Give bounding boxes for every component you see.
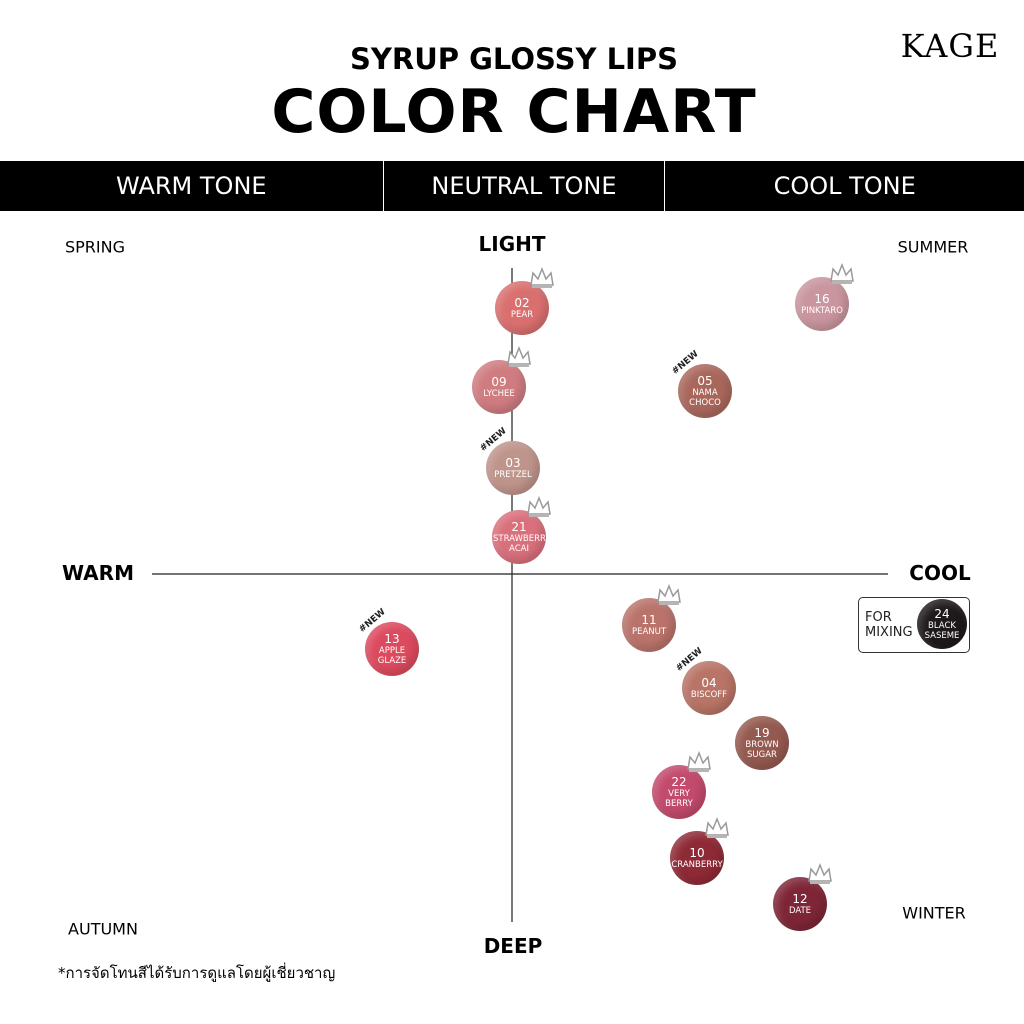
shade-name: DATE	[788, 905, 812, 916]
axis-label: LIGHT	[478, 232, 546, 256]
shade-name: STRAWBERRY ACAI	[493, 533, 551, 554]
crown	[704, 816, 730, 843]
shade-name: LYCHEE	[483, 388, 515, 399]
crown	[807, 862, 833, 889]
crown-icon	[687, 750, 711, 772]
shade-number: 02	[514, 295, 530, 310]
season: SPRING	[64, 237, 126, 257]
title: COLOR CHART	[271, 77, 757, 147]
crown-icon	[808, 862, 832, 884]
shade-name: BISCOFF	[690, 689, 728, 700]
season: WINTER	[902, 903, 966, 923]
crown-icon	[507, 345, 531, 367]
shade-number: 16	[814, 291, 830, 306]
shade-bubble: 24 BLACK SASEME	[917, 599, 967, 649]
shade-bubble: 05 NAMA CHOCO #NEW	[670, 349, 732, 418]
shade-name: CRANBERRY	[671, 859, 723, 870]
shade-bubble: 16 PINKTARO	[795, 262, 854, 331]
crown	[526, 495, 552, 522]
shade-number: 10	[689, 845, 705, 860]
shade-bubble: 04 BISCOFF #NEW	[674, 646, 736, 715]
shade-name: PINKTARO	[801, 305, 843, 316]
tone: COOL TONE	[773, 172, 916, 200]
axis-label: DEEP	[483, 934, 543, 958]
shade-bubble: 10 CRANBERRY	[670, 816, 729, 885]
shade-name: VERY BERRY	[665, 788, 693, 809]
shade-name: PRETZEL	[494, 469, 532, 480]
shade-number: 11	[641, 612, 657, 627]
shade-bubble: 13 APPLE GLAZE #NEW	[357, 607, 419, 676]
shade-number: 12	[792, 891, 808, 906]
shade-bubble: 21 STRAWBERRY ACAI	[492, 495, 551, 564]
shade-number: 13	[384, 631, 400, 646]
shade-number: 21	[511, 519, 527, 534]
crown	[506, 345, 532, 372]
crown-icon	[657, 583, 681, 605]
shade-bubble: 02 PEAR	[495, 266, 554, 335]
mixing-label: FOR MIXING	[865, 610, 913, 640]
crown	[829, 262, 855, 289]
shade-bubble: 12 DATE	[773, 862, 832, 931]
axis-label: WARM	[62, 561, 134, 585]
shade-name: NAMA CHOCO	[689, 387, 721, 408]
shade-name: BLACK SASEME	[924, 620, 960, 641]
subtitle: SYRUP GLOSSY LIPS	[350, 42, 678, 76]
brand: KAGE	[900, 27, 1000, 65]
shade-bubble: 03 PRETZEL #NEW	[478, 426, 540, 495]
shade-number: 22	[671, 774, 687, 789]
crown-icon	[530, 266, 554, 288]
crown-icon	[705, 816, 729, 838]
footnote: *การจัดโทนสีได้รับการดูแลโดยผู้เชี่ยวชาญ	[58, 964, 336, 982]
shade-name: APPLE GLAZE	[377, 645, 407, 666]
shade-number: 19	[754, 725, 770, 740]
tone-bar: WARM TONE NEUTRAL TONE COOL TONE	[0, 161, 1024, 211]
crown	[529, 266, 555, 293]
shade-bubble: 19 BROWN SUGAR	[735, 716, 789, 770]
mixing-box: FOR MIXING	[858, 597, 970, 653]
crown	[686, 750, 712, 777]
tone: NEUTRAL TONE	[384, 161, 666, 211]
crown	[656, 583, 682, 610]
crown-icon	[527, 495, 551, 517]
shade-bubble: 11 PEANUT	[622, 583, 681, 652]
shade-number: 09	[491, 374, 507, 389]
shade-name: PEANUT	[631, 626, 667, 637]
shade-name: PEAR	[510, 309, 534, 320]
season: SUMMER	[897, 237, 969, 257]
season: AUTUMN	[68, 919, 138, 939]
shade-number: 05	[697, 373, 713, 388]
tone: WARM TONE	[0, 161, 384, 211]
crown-icon	[830, 262, 854, 284]
shade-number: 24	[934, 606, 950, 621]
shade-bubble: 09 LYCHEE	[472, 345, 531, 414]
axis-label: COOL	[909, 561, 971, 585]
shade-number: 03	[505, 455, 521, 470]
shade-bubble: 22 VERY BERRY	[652, 750, 711, 819]
shade-name: BROWN SUGAR	[745, 739, 779, 760]
shade-number: 04	[701, 675, 717, 690]
